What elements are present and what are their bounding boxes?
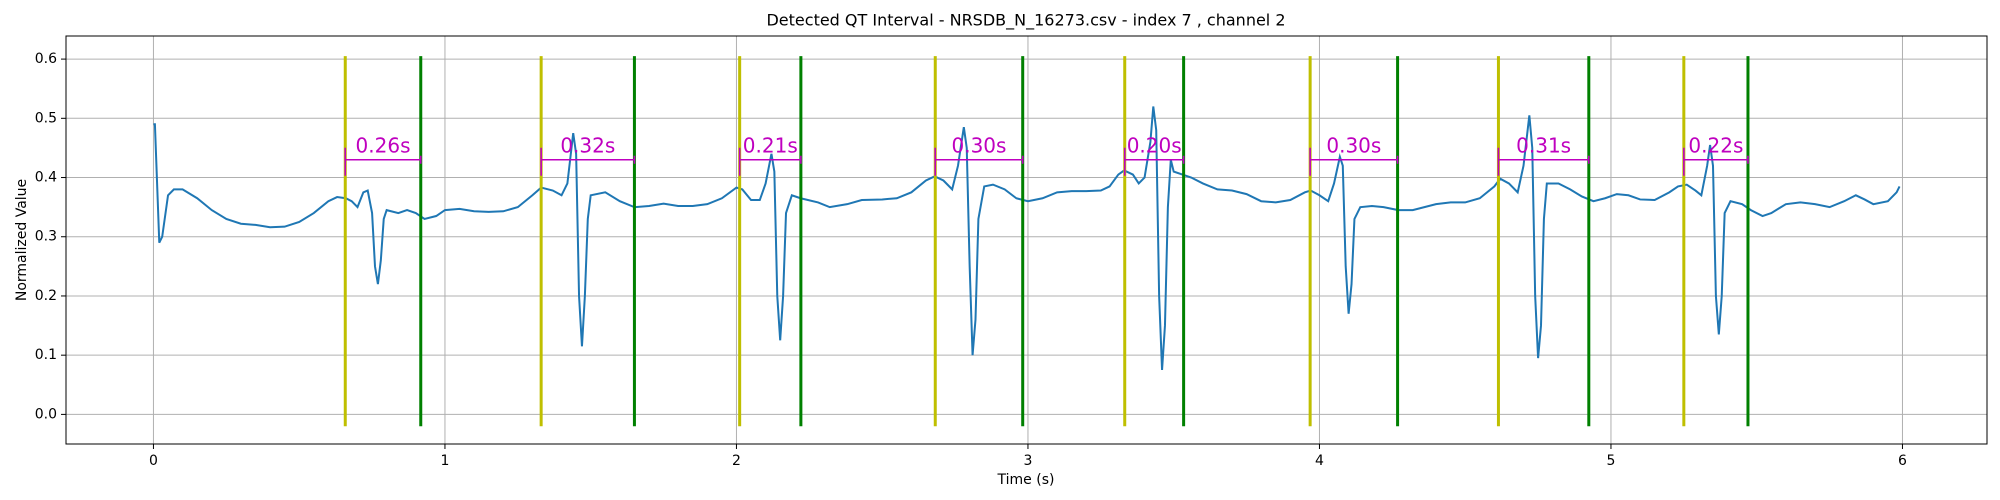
- qt-interval-label: 0.30s: [952, 133, 1007, 157]
- y-axis-label: Normalized Value: [14, 179, 30, 301]
- x-tick-label: 6: [1898, 453, 1907, 469]
- signal-line: [153, 106, 1901, 371]
- x-tick-label: 1: [440, 453, 449, 469]
- qt-bracket: [540, 147, 636, 176]
- y-tick-label: 0.0: [35, 406, 57, 422]
- y-tick-label: 0.5: [35, 110, 57, 126]
- y-tick-label: 0.4: [35, 170, 57, 186]
- qt-interval-label: 0.20s: [1127, 133, 1182, 157]
- x-tick-label: 5: [1607, 453, 1616, 469]
- qt-bracket: [934, 147, 1024, 176]
- x-tick-label: 0: [149, 453, 158, 469]
- y-tick-label: 0.1: [35, 347, 57, 363]
- qt-interval-label: 0.31s: [1516, 133, 1571, 157]
- x-tick-label: 2: [732, 453, 741, 469]
- chart-title: Detected QT Interval - NRSDB_N_16273.csv…: [766, 11, 1285, 31]
- qt-interval-label: 0.32s: [560, 133, 615, 157]
- qt-interval-label: 0.21s: [743, 133, 798, 157]
- qt-bracket: [1123, 147, 1185, 176]
- qt-bracket: [344, 147, 422, 176]
- qt-bracket: [1309, 147, 1399, 176]
- qt-bracket: [1497, 147, 1590, 176]
- x-tick-label: 4: [1315, 453, 1324, 469]
- x-axis-label: Time (s): [997, 472, 1055, 488]
- qt-bracket: [1683, 147, 1749, 176]
- y-tick-label: 0.2: [35, 288, 57, 304]
- y-tick-label: 0.6: [35, 51, 57, 67]
- x-tick-label: 3: [1023, 453, 1032, 469]
- qt-interval-label: 0.26s: [356, 133, 411, 157]
- qt-interval-label: 0.22s: [1688, 133, 1743, 157]
- plot-frame: [65, 35, 1988, 445]
- qt-interval-label: 0.30s: [1326, 133, 1381, 157]
- y-tick-label: 0.3: [35, 229, 57, 245]
- qt-bracket: [738, 147, 802, 176]
